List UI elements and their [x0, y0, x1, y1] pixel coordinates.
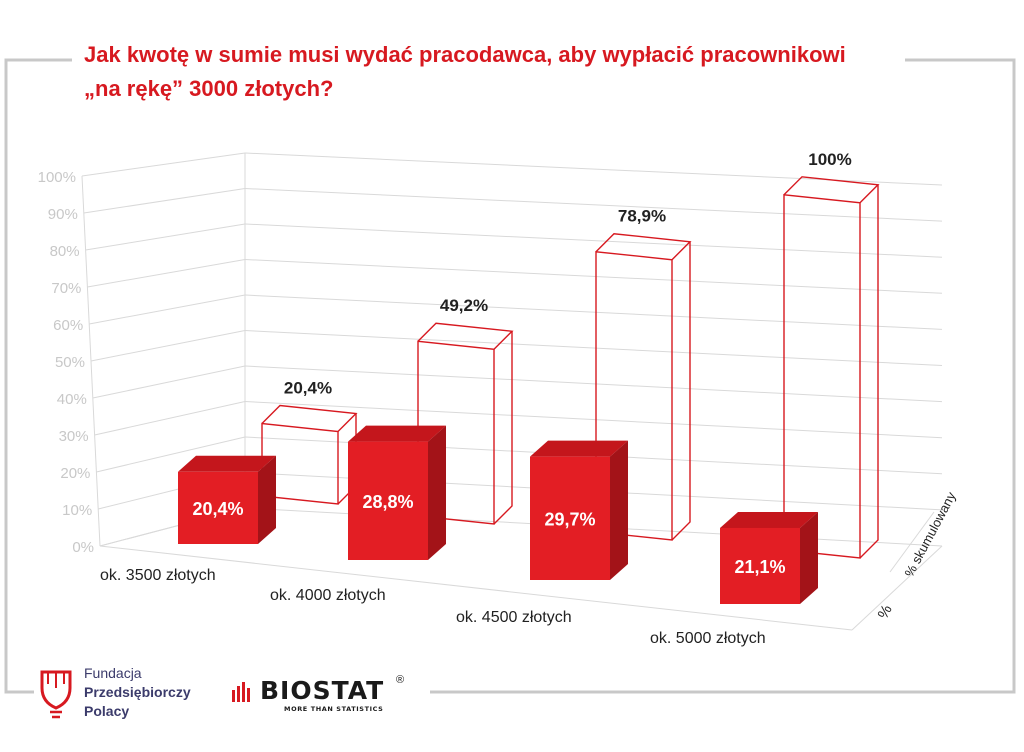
cumulative-bar-side — [493, 331, 513, 525]
category-label: ok. 5000 złotych — [650, 630, 766, 647]
percent-bar-top — [348, 425, 446, 442]
gridline-side — [85, 223, 246, 251]
gridline-side — [89, 294, 246, 325]
percent-data-label: 29,7% — [544, 509, 595, 529]
cumulative-bar-top — [783, 176, 880, 204]
y-tick-label: 40% — [57, 391, 87, 408]
percent-bar — [178, 455, 276, 544]
biostat-bars-icon — [232, 682, 250, 702]
cumulative-data-label: 100% — [808, 150, 851, 169]
gridline-side — [94, 401, 246, 436]
cumulative-data-label: 78,9% — [618, 207, 666, 226]
biostat-registered-mark: ® — [396, 674, 405, 686]
chart-title-line1: Jak kwotę w sumie musi wydać pracodawca,… — [84, 42, 846, 67]
chart-title-line2: „na rękę” 3000 złotych? — [84, 76, 334, 101]
cumulative-bar-top — [417, 322, 514, 350]
cumulative-bar-top — [595, 233, 692, 261]
y-tick-label: 100% — [38, 169, 76, 186]
percent-data-label: 20,4% — [192, 499, 243, 519]
floor-right-edge — [851, 545, 943, 631]
percent-bar — [530, 440, 628, 580]
biostat-tagline: MORE THAN STATISTICS — [284, 705, 384, 713]
y-tick-label: 90% — [48, 206, 78, 223]
gridline-side — [81, 152, 246, 177]
percent-bar — [720, 511, 818, 604]
percent-bar-top — [178, 455, 276, 472]
fundacja-logo-icon — [40, 670, 72, 719]
cumulative-data-label: 49,2% — [440, 296, 488, 315]
gridline-back — [244, 188, 943, 222]
axis-front-vertical — [81, 175, 101, 547]
przedsiebiorczy-label: Przedsiębiorczy — [84, 684, 191, 700]
category-label: ok. 4000 złotych — [270, 587, 386, 604]
cumulative-bar-side — [671, 241, 691, 541]
gridline-back — [244, 330, 943, 366]
polacy-label: Polacy — [84, 703, 130, 719]
cumulative-bar — [595, 233, 692, 541]
series-label-cumulative: % skumulowany — [901, 489, 959, 579]
chart-title: Jak kwotę w sumie musi wydać pracodawca,… — [84, 38, 904, 106]
percent-data-label: 28,8% — [362, 492, 413, 512]
cumulative-bar-front — [417, 340, 495, 525]
fundacja-logo-text: Fundacja Przedsiębiorczy Polacy — [84, 664, 191, 721]
percent-bar-side — [800, 511, 818, 604]
percent-bar-front — [530, 456, 610, 580]
y-tick-label: 10% — [62, 502, 92, 519]
gridline-side — [83, 188, 246, 214]
percent-bar-front — [178, 471, 258, 544]
percent-bar-side — [258, 455, 276, 544]
category-label: ok. 3500 złotych — [100, 567, 216, 584]
cumulative-bar — [261, 404, 358, 505]
y-tick-label: 20% — [60, 465, 90, 482]
percent-bar-side — [428, 425, 446, 560]
gridline-side — [87, 259, 246, 288]
gridline-back — [244, 365, 943, 403]
y-tick-label: 0% — [72, 539, 94, 556]
fundacja-label: Fundacja — [84, 665, 142, 681]
series-label-percent: % — [875, 602, 896, 622]
cumulative-bar-side — [859, 184, 879, 559]
floor-front-edge — [99, 545, 853, 631]
percent-bar-top — [530, 440, 628, 457]
percent-bar-side — [610, 440, 628, 580]
gridline-back — [244, 294, 943, 330]
y-tick-label: 60% — [53, 317, 83, 334]
y-tick-label: 50% — [55, 354, 85, 371]
gridline-side — [90, 330, 246, 362]
depth-axis-line — [889, 511, 935, 573]
percent-bar-top — [720, 511, 818, 528]
category-label: ok. 4500 złotych — [456, 609, 572, 626]
percent-bar — [348, 425, 446, 560]
percent-bar-front — [720, 527, 800, 604]
cumulative-bar — [417, 322, 514, 525]
gridline-back — [244, 259, 943, 294]
gridline-side — [96, 436, 246, 473]
gridline-back — [244, 401, 943, 439]
y-tick-label: 80% — [50, 243, 80, 260]
y-tick-label: 30% — [59, 428, 89, 445]
cumulative-bar — [783, 176, 880, 559]
cumulative-data-label: 20,4% — [284, 379, 332, 398]
cumulative-bar-top — [261, 404, 358, 433]
gridline-back — [244, 223, 943, 258]
biostat-logo-text: BIOSTAT — [260, 676, 385, 705]
percent-bar-front — [348, 441, 428, 560]
y-tick-label: 70% — [51, 280, 81, 297]
percent-data-label: 21,1% — [734, 557, 785, 577]
gridline-side — [92, 365, 246, 399]
